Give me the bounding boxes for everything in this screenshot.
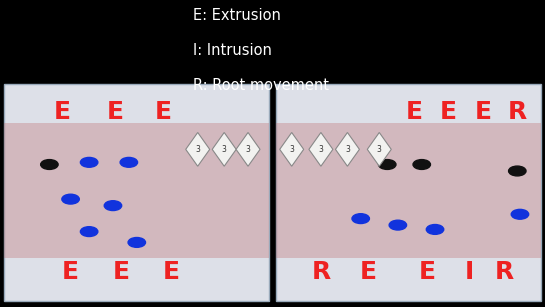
- Text: I: I: [465, 259, 474, 284]
- Text: R: R: [311, 259, 330, 284]
- Polygon shape: [236, 132, 260, 166]
- FancyBboxPatch shape: [276, 123, 541, 258]
- Text: R: R: [508, 99, 527, 124]
- Text: 3: 3: [318, 145, 323, 154]
- Text: E: E: [405, 99, 422, 124]
- Text: R: Root movement: R: Root movement: [193, 78, 330, 93]
- Text: E: E: [360, 259, 377, 284]
- Circle shape: [120, 157, 137, 167]
- Circle shape: [104, 201, 122, 211]
- Text: E: E: [54, 99, 71, 124]
- Circle shape: [413, 160, 431, 169]
- Polygon shape: [280, 132, 304, 166]
- Text: E: E: [440, 99, 457, 124]
- Circle shape: [389, 220, 407, 230]
- Text: 3: 3: [246, 145, 251, 154]
- FancyBboxPatch shape: [4, 84, 269, 301]
- Text: 3: 3: [345, 145, 350, 154]
- Circle shape: [426, 224, 444, 234]
- Circle shape: [81, 157, 98, 167]
- Text: I: Intrusion: I: Intrusion: [193, 43, 272, 58]
- Text: 3: 3: [289, 145, 294, 154]
- Circle shape: [62, 194, 80, 204]
- Text: 3: 3: [195, 145, 200, 154]
- Text: 3: 3: [377, 145, 382, 154]
- Text: E: E: [474, 99, 491, 124]
- Text: E: E: [155, 99, 172, 124]
- Circle shape: [352, 214, 370, 223]
- Text: E: E: [163, 259, 180, 284]
- Polygon shape: [309, 132, 333, 166]
- Polygon shape: [335, 132, 359, 166]
- Text: R: R: [494, 259, 513, 284]
- Circle shape: [41, 160, 58, 169]
- Circle shape: [511, 209, 529, 219]
- Text: E: E: [112, 259, 129, 284]
- Circle shape: [128, 238, 146, 247]
- Text: E: E: [419, 259, 435, 284]
- Text: E: E: [62, 259, 79, 284]
- Polygon shape: [367, 132, 391, 166]
- Text: E: Extrusion: E: Extrusion: [193, 8, 281, 23]
- Circle shape: [508, 166, 526, 176]
- Circle shape: [81, 227, 98, 236]
- Text: E: E: [107, 99, 124, 124]
- Polygon shape: [186, 132, 210, 166]
- Text: 3: 3: [222, 145, 227, 154]
- FancyBboxPatch shape: [4, 123, 269, 258]
- FancyBboxPatch shape: [276, 84, 541, 301]
- Polygon shape: [212, 132, 236, 166]
- Circle shape: [379, 160, 396, 169]
